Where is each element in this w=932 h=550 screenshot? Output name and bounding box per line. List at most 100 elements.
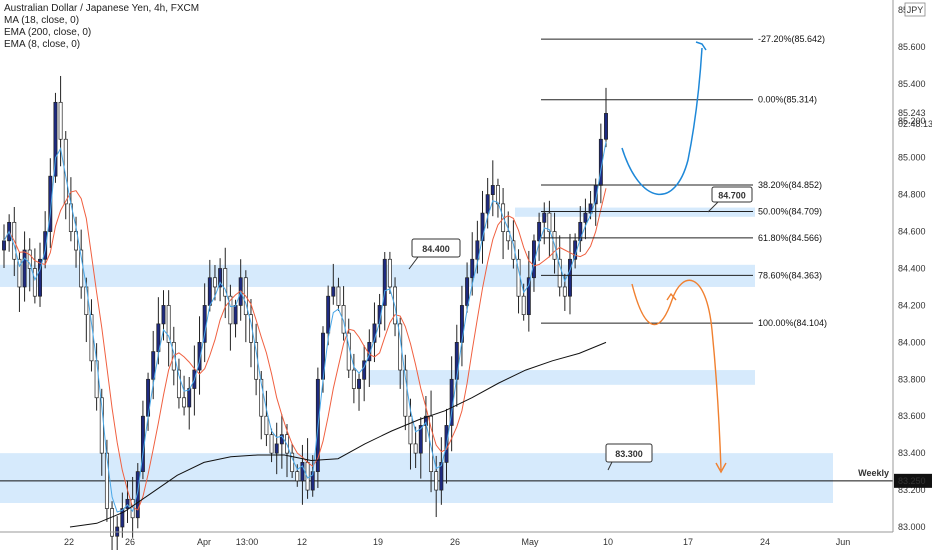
currency-badge[interactable] (904, 2, 926, 17)
fib-level-label: 50.00%(84.709) (758, 206, 822, 216)
candle (259, 378, 264, 417)
callout-pointer (607, 461, 613, 471)
candle (223, 268, 228, 297)
candle (434, 471, 439, 491)
currency-badge-label: JPY (907, 5, 924, 15)
price-tick-label: 85.400 (898, 79, 926, 89)
price-tick-label: 83.200 (898, 485, 926, 495)
price-tick-label: 83.600 (898, 411, 926, 421)
candle (336, 286, 341, 306)
support-resistance-zone (370, 370, 755, 385)
candle (408, 415, 413, 445)
time-tick-label: 22 (64, 537, 74, 547)
candle (480, 212, 485, 242)
price-tick-label: 85.000 (898, 153, 926, 163)
candle (166, 305, 171, 343)
candle (43, 231, 48, 260)
candle (22, 249, 27, 288)
callout-pointer (408, 256, 419, 270)
candle (233, 305, 238, 325)
price-tick-label: 84.000 (898, 337, 926, 347)
weekly-label: Weekly (858, 468, 889, 478)
callout-box[interactable] (605, 443, 653, 463)
time-tick-label: 17 (683, 537, 693, 547)
candle (506, 231, 511, 242)
legend-ema8[interactable]: EMA (8, close, 0) (4, 39, 81, 50)
projection-down-path (631, 279, 722, 471)
candle (74, 231, 78, 251)
callout-box[interactable] (711, 186, 753, 203)
candle (439, 462, 444, 491)
candle (17, 258, 22, 288)
current-price-label: 85.243 (898, 108, 926, 118)
candle (495, 185, 500, 205)
price-tick-label: 83.800 (898, 374, 926, 384)
candle (300, 462, 305, 482)
callout-label: 84.700 (718, 191, 746, 201)
price-tick-label: 84.800 (898, 190, 926, 200)
price-tick-label: 85.200 (898, 116, 926, 126)
candle (454, 342, 459, 380)
support-resistance-zone (0, 453, 833, 503)
candle (182, 397, 187, 408)
candle (125, 498, 130, 509)
candle (249, 314, 253, 343)
candle (588, 203, 593, 214)
callout-label: 84.400 (422, 244, 450, 254)
candle (526, 277, 531, 316)
candle (151, 351, 156, 380)
candle (423, 415, 428, 426)
candle (532, 240, 536, 279)
candle (583, 212, 588, 223)
time-tick-label: 10 (603, 537, 613, 547)
candle (2, 240, 6, 251)
fib-level-label: 38.20%(84.852) (758, 180, 822, 190)
callout-box[interactable] (411, 238, 461, 258)
fib-level-label: 61.80%(84.566) (758, 233, 822, 243)
candle (465, 277, 470, 306)
candle (38, 258, 42, 297)
callout-label: 83.300 (615, 449, 643, 459)
candle (331, 286, 336, 297)
candle (537, 221, 542, 242)
candle (120, 508, 125, 528)
candle (274, 443, 279, 454)
candle (351, 369, 356, 389)
candle (490, 185, 495, 195)
candle (218, 268, 223, 288)
legend-title: Australian Dollar / Japanese Yen, 4h, FX… (4, 3, 200, 14)
time-tick-label: 26 (125, 537, 135, 547)
candle (135, 471, 140, 519)
price-axis-bg (893, 0, 932, 550)
candle (362, 360, 367, 380)
candle (161, 305, 166, 325)
candle (176, 369, 181, 399)
ema-8-line (3, 141, 607, 513)
price-tick-label: 84.400 (898, 264, 926, 274)
candle (542, 212, 547, 223)
legend-ema200[interactable]: EMA (200, close, 0) (4, 27, 92, 38)
candle (562, 286, 567, 297)
candle (485, 194, 490, 214)
time-tick-label: Apr (197, 537, 211, 547)
candle (207, 277, 212, 306)
candle (357, 378, 361, 389)
candle (156, 323, 161, 352)
candle (578, 221, 583, 242)
candle (197, 342, 202, 371)
candle (187, 388, 192, 408)
price-tick-label: 84.600 (898, 227, 926, 237)
projection-down-arrowhead (715, 462, 727, 474)
ma-18-line (3, 188, 607, 511)
candle (213, 277, 217, 288)
support-resistance-zone (0, 264, 755, 287)
candle (295, 471, 300, 482)
weekly-price-badge (894, 473, 932, 488)
weekly-price-label: 83.250 (898, 476, 926, 486)
legend-ma[interactable]: MA (18, close, 0) (4, 15, 80, 26)
candle (382, 258, 387, 306)
candle (58, 101, 63, 140)
chart-legend: Australian Dollar / Japanese Yen, 4h, FX… (4, 3, 199, 51)
